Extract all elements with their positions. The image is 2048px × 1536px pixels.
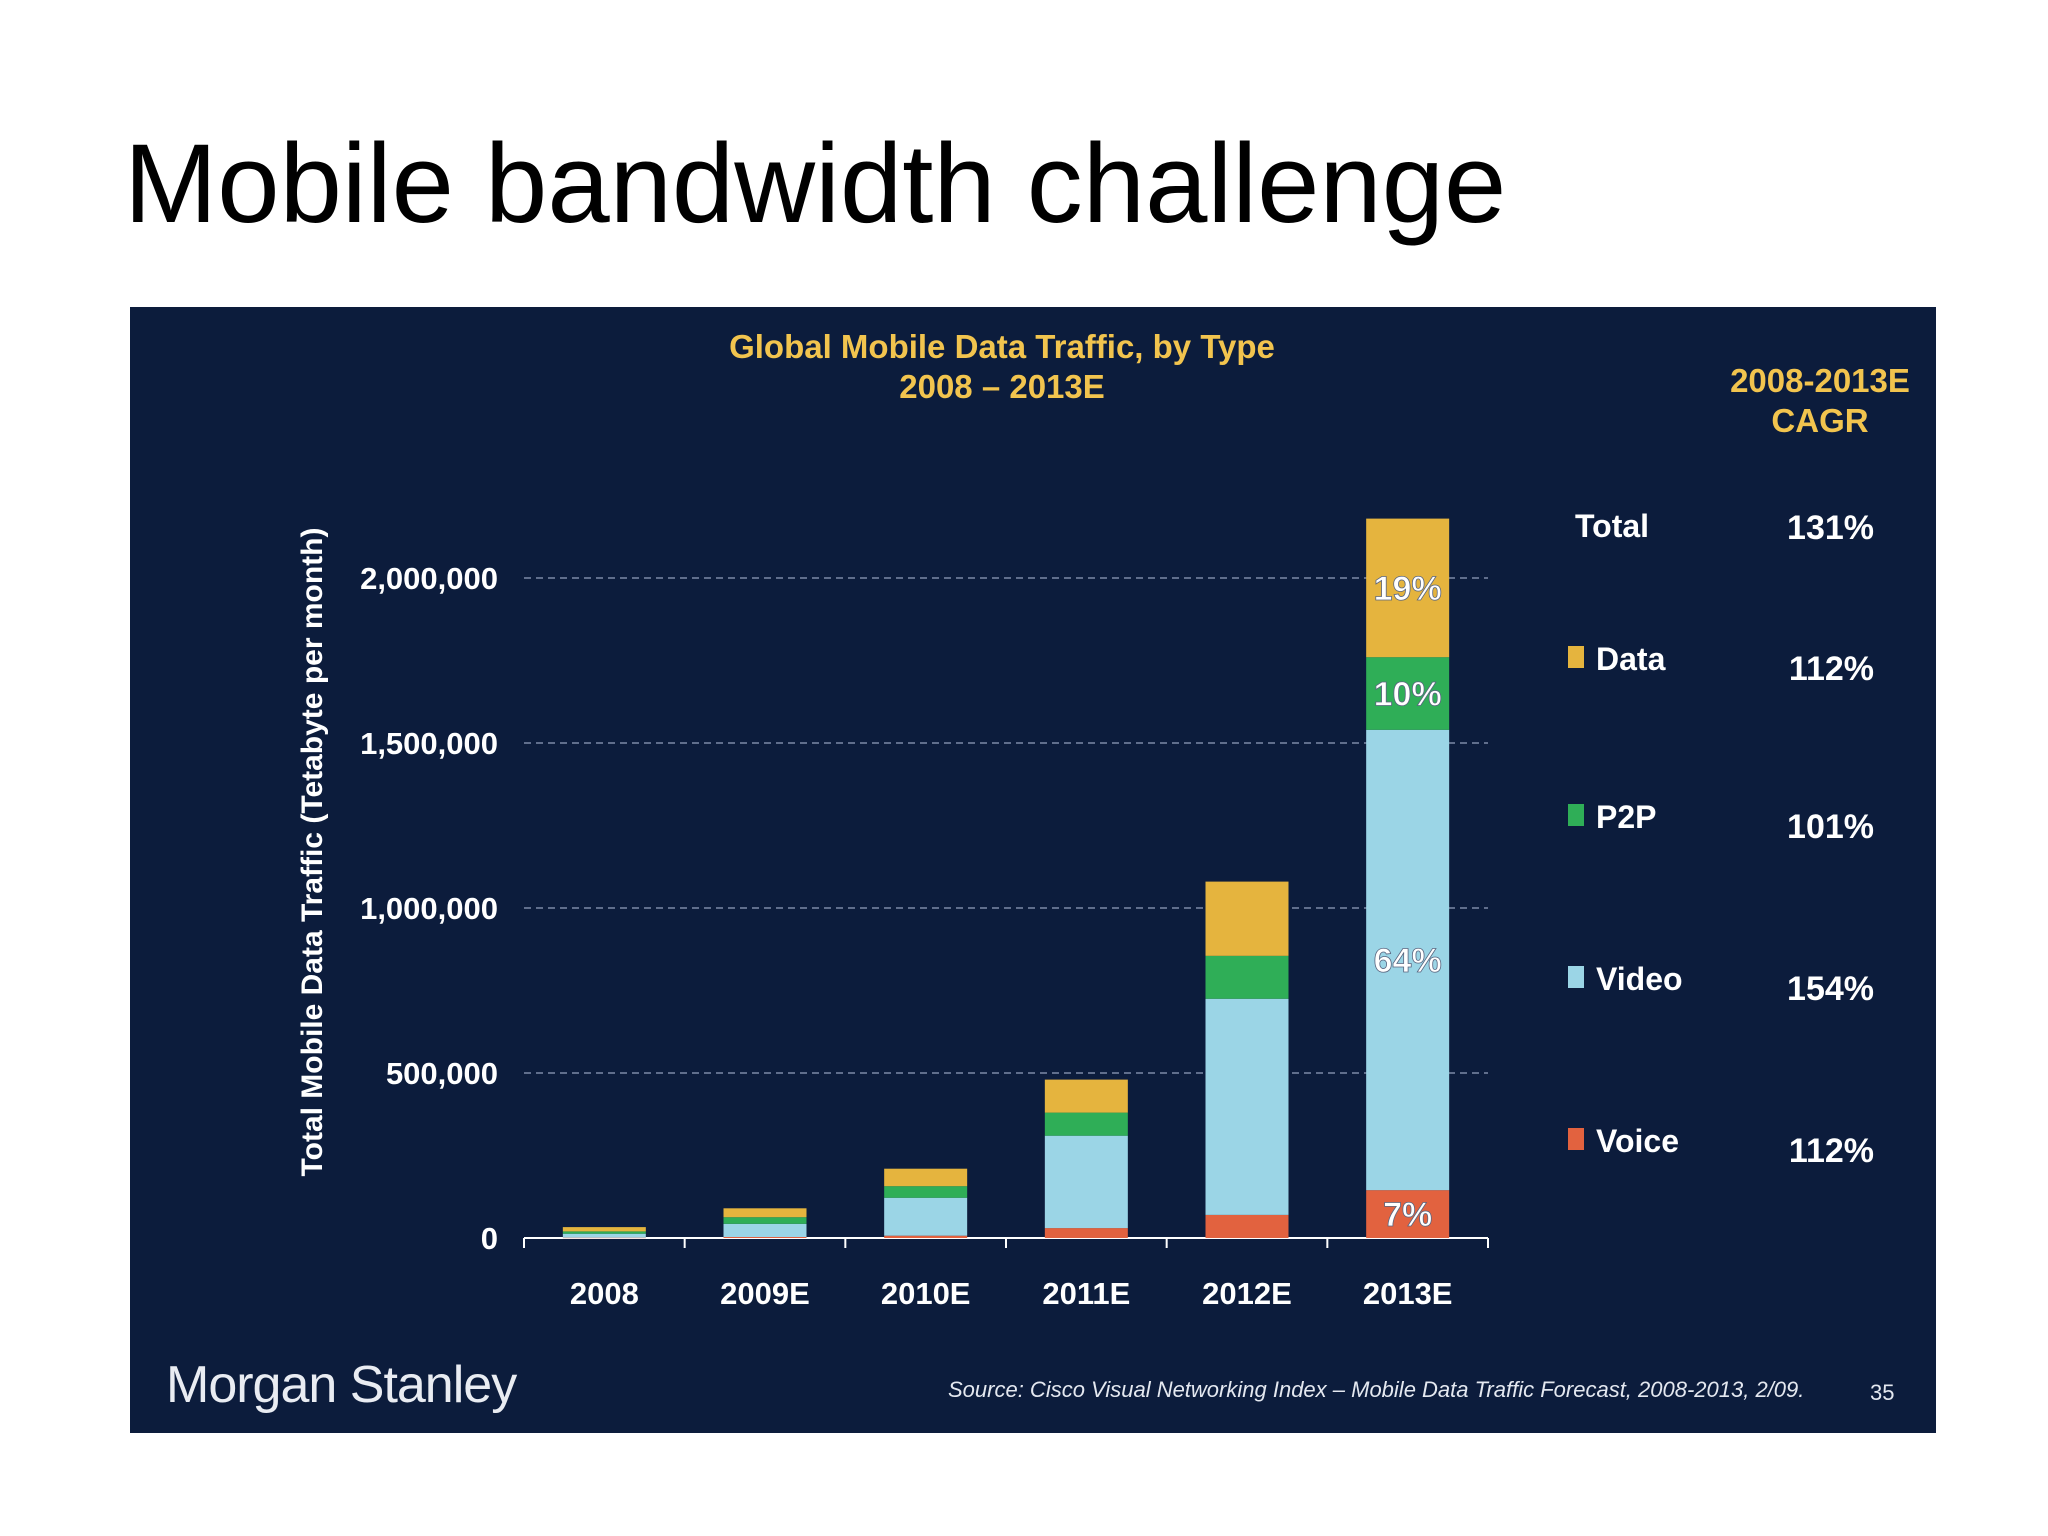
legend-label: Total [1575, 508, 1649, 544]
slide-title: Mobile bandwidth challenge [124, 121, 1507, 246]
chart-title: Global Mobile Data Traffic, by Type [729, 328, 1275, 365]
x-tick-label: 2008 [570, 1276, 639, 1311]
bar-p2p-2012e [1205, 955, 1289, 999]
data-label-data: 19% [1374, 570, 1442, 608]
y-tick-label: 0 [481, 1221, 498, 1256]
bar-p2p-2009e [723, 1217, 807, 1224]
bar-video-2009e [723, 1223, 807, 1238]
x-tick-label: 2012E [1202, 1276, 1292, 1311]
legend-row-data: Data 112% [1568, 641, 1874, 688]
data-label-voice: 7% [1383, 1196, 1432, 1234]
cagr-value-video: 154% [1787, 970, 1874, 1008]
cagr-value-voice: 112% [1789, 1132, 1874, 1170]
bar-data-2012e [1205, 881, 1289, 956]
cagr-value-total: 131% [1787, 509, 1874, 547]
bar-p2p-2008 [562, 1231, 646, 1234]
bar-voice-2009e [723, 1237, 807, 1238]
bar-voice-2011e [1044, 1228, 1128, 1238]
x-tick-label: 2013E [1363, 1276, 1453, 1311]
legend-swatch-p2p [1568, 804, 1584, 826]
legend-row-p2p: P2P 101% [1568, 799, 1874, 846]
legend-swatch-video [1568, 966, 1584, 988]
bar-voice-2012e [1205, 1214, 1289, 1238]
morgan-stanley-logo: Morgan Stanley [166, 1356, 517, 1414]
chart-subtitle: 2008 – 2013E [899, 368, 1105, 405]
bar-data-2010e [884, 1168, 968, 1187]
legend-row-voice: Voice 112% [1568, 1123, 1874, 1170]
bar-video-2010e [884, 1197, 968, 1236]
bar-p2p-2013e [1366, 657, 1450, 730]
bar-data-2013e [1366, 518, 1450, 658]
bar-p2p-2011e [1044, 1112, 1128, 1136]
legend-label: Voice [1596, 1123, 1679, 1159]
cagr-header-line1: 2008-2013E [1730, 362, 1910, 399]
data-label-p2p: 10% [1374, 676, 1442, 714]
y-axis-label: Total Mobile Data Traffic (Tetabyte per … [296, 528, 329, 1177]
legend-swatch-voice [1568, 1128, 1584, 1150]
legend-label: Video [1596, 961, 1683, 997]
y-tick-label: 1,500,000 [360, 726, 498, 761]
bar-data-2009e [723, 1208, 807, 1218]
data-label-video: 64% [1374, 942, 1442, 980]
x-tick-label: 2011E [1042, 1276, 1130, 1311]
legend-label: P2P [1596, 799, 1656, 835]
bar-p2p-2010e [884, 1186, 968, 1198]
legend-row-video: Video 154% [1568, 961, 1874, 1008]
bar-voice-2008 [562, 1237, 646, 1239]
bar-data-2008 [562, 1227, 646, 1232]
x-tick-label: 2009E [720, 1276, 810, 1311]
x-tick-label: 2010E [881, 1276, 971, 1311]
y-tick-label: 2,000,000 [360, 561, 498, 596]
bar-data-2011e [1044, 1079, 1128, 1113]
bar-voice-2010e [884, 1235, 968, 1238]
chart-panel [130, 307, 1936, 1433]
legend-row-total: Total 131% [1575, 508, 1874, 547]
y-tick-label: 500,000 [386, 1056, 498, 1091]
bar-video-2008 [562, 1233, 646, 1238]
cagr-value-p2p: 101% [1787, 808, 1874, 846]
y-tick-label: 1,000,000 [360, 891, 498, 926]
bar-video-2013e [1366, 729, 1450, 1191]
cagr-header-line2: CAGR [1771, 402, 1868, 439]
legend-swatch-data [1568, 646, 1584, 668]
bar-video-2012e [1205, 998, 1289, 1215]
page-number: 35 [1870, 1380, 1895, 1405]
bar-voice-2013e [1366, 1190, 1450, 1238]
bar-video-2011e [1044, 1135, 1128, 1229]
cagr-value-data: 112% [1789, 650, 1874, 688]
legend-label: Data [1596, 641, 1666, 677]
source-note: Source: Cisco Visual Networking Index – … [948, 1377, 1805, 1402]
